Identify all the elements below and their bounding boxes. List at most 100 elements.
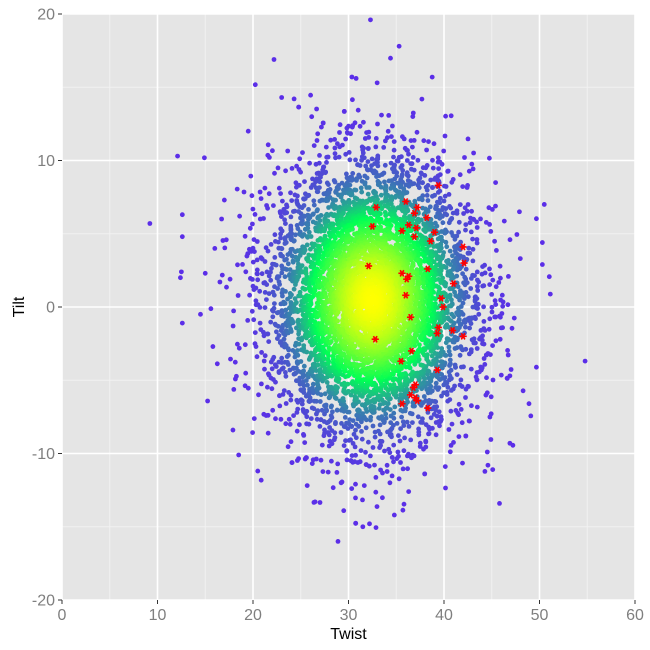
cloud-point bbox=[262, 290, 268, 295]
cloud-point bbox=[445, 398, 451, 404]
cloud-point bbox=[250, 206, 256, 212]
cloud-point bbox=[359, 157, 364, 163]
cloud-point bbox=[365, 191, 371, 197]
cloud-point bbox=[384, 462, 390, 468]
cloud-point bbox=[332, 137, 337, 142]
cloud-point bbox=[396, 372, 402, 378]
cloud-point bbox=[280, 392, 286, 397]
cloud-point bbox=[468, 347, 474, 352]
cloud-point bbox=[280, 293, 285, 299]
cloud-point bbox=[481, 319, 487, 324]
cloud-point bbox=[359, 189, 365, 195]
cloud-point bbox=[470, 166, 476, 172]
cloud-point bbox=[363, 449, 368, 455]
cloud-point bbox=[264, 297, 269, 302]
cloud-point bbox=[338, 194, 344, 200]
cloud-point bbox=[363, 462, 369, 467]
cloud-point bbox=[327, 438, 333, 444]
cloud-point bbox=[336, 154, 342, 160]
cloud-point bbox=[317, 342, 322, 348]
cloud-point bbox=[528, 413, 534, 419]
cloud-point bbox=[240, 262, 245, 267]
cloud-point bbox=[332, 145, 338, 151]
cloud-point bbox=[486, 326, 492, 332]
cloud-point bbox=[399, 219, 404, 225]
cloud-point bbox=[440, 220, 446, 226]
density-cloud bbox=[202, 55, 588, 530]
cloud-point bbox=[357, 163, 363, 168]
cloud-point bbox=[235, 262, 240, 268]
cloud-point bbox=[450, 337, 456, 343]
cloud-point bbox=[318, 457, 324, 463]
cloud-point bbox=[247, 225, 253, 231]
cloud-point bbox=[416, 196, 422, 202]
cloud-point bbox=[288, 214, 294, 220]
cloud-point bbox=[343, 438, 348, 444]
cloud-point bbox=[311, 143, 317, 149]
cloud-point bbox=[317, 367, 323, 372]
cloud-point bbox=[474, 240, 480, 246]
cloud-point bbox=[224, 284, 229, 290]
cloud-point bbox=[410, 403, 416, 409]
cloud-point bbox=[468, 286, 474, 291]
cloud-point bbox=[390, 123, 395, 129]
cloud-point bbox=[321, 228, 327, 234]
cloud-point bbox=[433, 206, 438, 211]
cloud-point bbox=[297, 156, 303, 162]
cloud-point bbox=[460, 184, 466, 190]
cloud-point bbox=[447, 449, 453, 455]
cloud-point bbox=[447, 363, 452, 368]
cloud-point bbox=[426, 375, 432, 381]
cloud-point bbox=[353, 495, 358, 501]
cloud-point bbox=[477, 336, 482, 342]
cloud-point bbox=[420, 416, 425, 422]
cloud-point bbox=[271, 354, 277, 360]
cloud-point bbox=[470, 236, 475, 242]
cloud-point bbox=[264, 269, 270, 275]
cloud-point bbox=[405, 148, 410, 153]
cloud-point bbox=[311, 406, 317, 412]
cloud-point bbox=[265, 430, 271, 436]
cloud-point bbox=[380, 495, 385, 501]
cloud-point bbox=[257, 305, 263, 310]
cloud-point bbox=[375, 121, 380, 127]
cloud-point bbox=[458, 407, 464, 412]
cloud-point bbox=[450, 210, 456, 216]
cloud-point bbox=[290, 259, 296, 265]
cloud-point bbox=[359, 436, 365, 442]
cloud-point bbox=[325, 198, 330, 203]
cloud-point bbox=[315, 408, 321, 414]
cloud-point bbox=[300, 150, 305, 156]
cloud-point bbox=[391, 169, 397, 175]
cloud-point bbox=[459, 420, 465, 426]
cloud-point bbox=[384, 469, 390, 474]
cloud-point bbox=[388, 420, 394, 426]
cloud-point bbox=[396, 433, 401, 438]
cloud-point bbox=[349, 124, 355, 130]
cloud-point bbox=[357, 459, 363, 465]
cloud-point bbox=[235, 293, 241, 298]
cloud-point bbox=[255, 277, 261, 283]
cloud-point bbox=[456, 319, 461, 324]
cloud-point bbox=[441, 148, 447, 154]
cloud-point bbox=[467, 351, 472, 357]
cloud-point bbox=[383, 411, 389, 417]
cloud-point bbox=[289, 231, 294, 236]
cloud-point bbox=[365, 146, 371, 151]
cloud-point bbox=[354, 412, 360, 418]
cloud-point bbox=[383, 405, 389, 411]
cloud-point bbox=[376, 428, 381, 434]
cloud-point bbox=[262, 353, 268, 359]
cloud-point bbox=[431, 141, 437, 147]
cloud-point bbox=[283, 401, 289, 406]
cloud-point bbox=[370, 423, 376, 429]
cloud-point bbox=[269, 266, 274, 271]
cloud-point bbox=[359, 429, 364, 434]
cloud-point bbox=[283, 289, 288, 294]
cloud-point bbox=[436, 166, 441, 172]
cloud-point bbox=[277, 282, 282, 287]
cloud-point bbox=[366, 185, 372, 190]
cloud-point bbox=[353, 435, 359, 441]
cloud-point bbox=[467, 325, 472, 331]
cloud-point bbox=[262, 366, 267, 372]
